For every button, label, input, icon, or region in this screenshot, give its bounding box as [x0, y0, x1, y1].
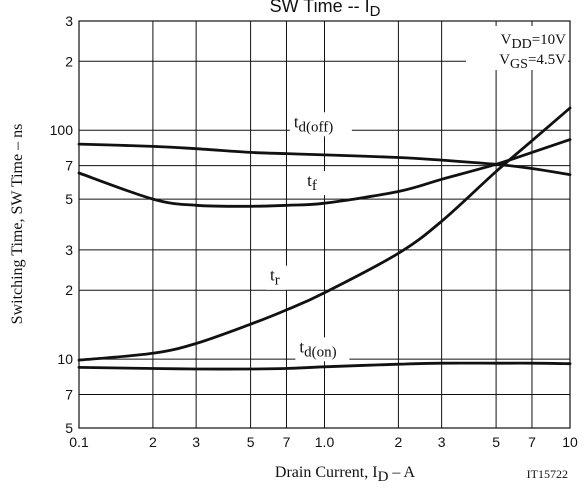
- x-tick-label: 1.0: [315, 434, 335, 450]
- x-tick-label: 2: [149, 434, 157, 450]
- series-label-t-doff: td(off): [294, 112, 333, 135]
- y-tick-label: 3: [65, 13, 73, 29]
- curves: [77, 106, 572, 371]
- x-tick-label: 0.1: [69, 434, 89, 450]
- x-tick-label: 5: [492, 434, 500, 450]
- condition-vdd: VDD=10V: [501, 32, 567, 52]
- series-line-t-doff: [77, 142, 572, 176]
- x-tick-label: 7: [528, 434, 536, 450]
- x-tick-label: 5: [247, 434, 255, 450]
- y-tick-label: 5: [65, 420, 73, 436]
- x-tick-label: 3: [192, 434, 200, 450]
- y-axis-label: Switching Time, SW Time – ns: [9, 124, 26, 325]
- series-line-t-r: [77, 106, 572, 362]
- y-tick-label: 5: [65, 191, 73, 207]
- series-label-t-r: tr: [270, 266, 280, 289]
- y-tick-label: 2: [65, 53, 73, 69]
- conditions-box: VDD=10V VGS=4.5V: [466, 26, 568, 72]
- tick-labels: 0.1 2 3 5 7 1.0 2 3 5 7 10 5 7 10 2 3 5 7 100 2 3: [50, 13, 578, 450]
- x-tick-label: 7: [283, 434, 291, 450]
- figure-id: IT15722: [527, 467, 568, 481]
- series-label-t-don: td(on): [299, 337, 336, 360]
- y-tick-label: 7: [65, 387, 73, 403]
- y-tick-label: 100: [50, 122, 74, 138]
- plot-frame: [78, 20, 571, 429]
- series-label-t-f: tf: [307, 171, 317, 194]
- series-line-t-don: [77, 361, 572, 371]
- y-tick-label: 2: [65, 282, 73, 298]
- series-label-bg: [303, 171, 326, 196]
- y-tick-label: 7: [65, 158, 73, 174]
- series-label-bg: [289, 112, 352, 137]
- condition-vgs: VGS=4.5V: [499, 52, 566, 72]
- curve-labels: td(off) tf tr td(on): [266, 112, 352, 362]
- x-axis-label: Drain Current, ID – A: [275, 464, 416, 485]
- x-tick-label: 2: [395, 434, 403, 450]
- series-label-bg: [295, 337, 350, 362]
- x-tick-label: 3: [438, 434, 446, 450]
- chart-title: SW Time -- ID: [270, 0, 381, 20]
- y-tick-label: 10: [57, 351, 73, 367]
- y-tick-label: 3: [65, 242, 73, 258]
- series-label-bg: [266, 265, 289, 290]
- x-tick-label: 10: [562, 434, 578, 450]
